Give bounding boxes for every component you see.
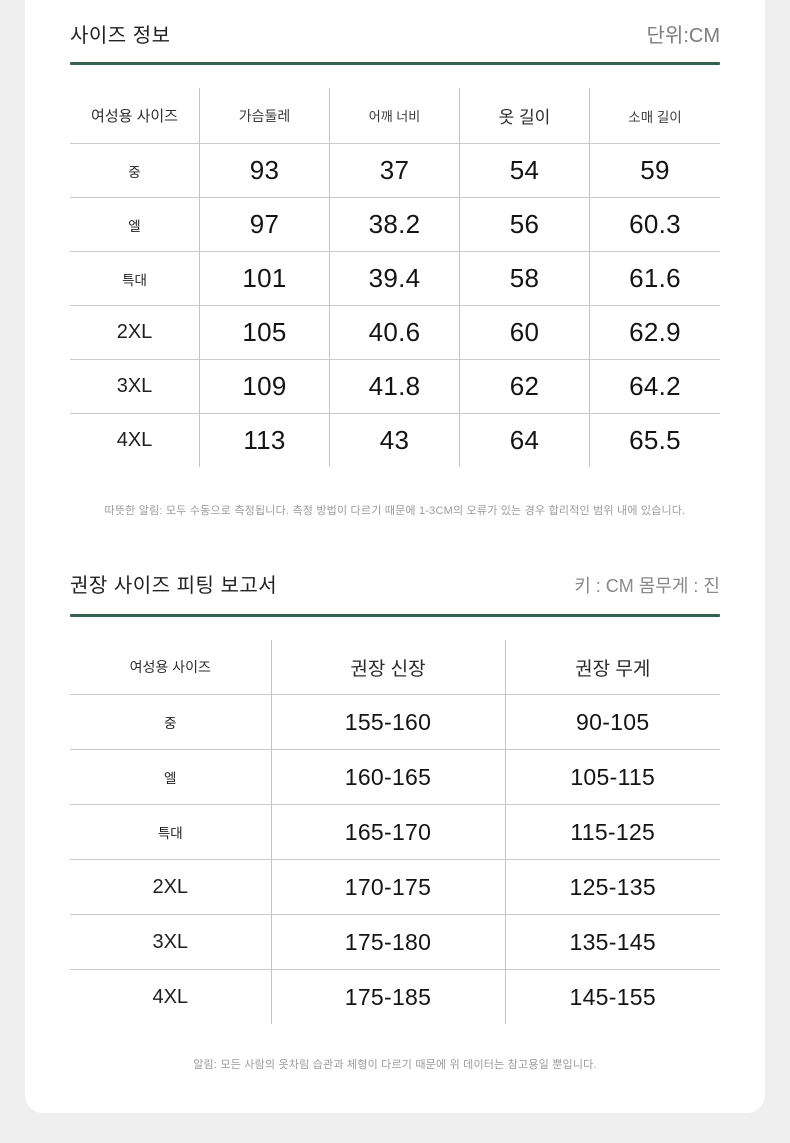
col-header-height: 권장 신장 bbox=[272, 640, 506, 694]
chest-value: 113 bbox=[200, 414, 330, 467]
weight-range: 105-115 bbox=[570, 763, 656, 790]
size-label: 중 bbox=[70, 695, 272, 749]
sleeve-value: 60.3 bbox=[629, 209, 681, 239]
weight-range: 115-125 bbox=[570, 818, 656, 845]
green-divider bbox=[70, 614, 720, 617]
table-row: 3XL 109 41.8 62 64.2 bbox=[70, 360, 720, 414]
chest-value: 105 bbox=[200, 306, 330, 359]
size-info-header: 사이즈 정보 단위:CM bbox=[70, 20, 720, 48]
size-label: 특대 bbox=[70, 252, 200, 305]
table-row: 4XL 175-185 145-155 bbox=[70, 970, 720, 1024]
shoulder-value: 41.8 bbox=[330, 360, 460, 413]
table-row: 중 93 37 54 59 bbox=[70, 144, 720, 198]
sleeve-value: 59 bbox=[640, 155, 670, 185]
col-header-size: 여성용 사이즈 bbox=[70, 88, 200, 143]
size-label: 중 bbox=[70, 144, 200, 197]
shoulder-value: 43 bbox=[330, 414, 460, 467]
chest-value: 97 bbox=[200, 198, 330, 251]
height-range: 160-165 bbox=[272, 750, 506, 804]
length-value: 54 bbox=[460, 144, 590, 197]
green-divider bbox=[70, 62, 720, 65]
table-row: 엘 160-165 105-115 bbox=[70, 750, 720, 805]
col-header-weight: 권장 무게 bbox=[575, 658, 651, 680]
chest-value: 93 bbox=[200, 144, 330, 197]
weight-range: 90-105 bbox=[576, 708, 650, 735]
table-row: 엘 97 38.2 56 60.3 bbox=[70, 198, 720, 252]
shoulder-value: 40.6 bbox=[330, 306, 460, 359]
fitting-table: 여성용 사이즈 권장 신장 권장 무게 중 155-160 90-105 엘 1… bbox=[70, 640, 720, 1024]
height-range: 170-175 bbox=[272, 860, 506, 914]
shoulder-value: 38.2 bbox=[330, 198, 460, 251]
col-header-length: 옷 길이 bbox=[460, 88, 590, 143]
size-label: 3XL bbox=[70, 915, 272, 969]
table-row: 특대 101 39.4 58 61.6 bbox=[70, 252, 720, 306]
height-range: 155-160 bbox=[272, 695, 506, 749]
height-range: 165-170 bbox=[272, 805, 506, 859]
table-row: 특대 165-170 115-125 bbox=[70, 805, 720, 860]
height-range: 175-180 bbox=[272, 915, 506, 969]
size-info-title: 사이즈 정보 bbox=[70, 25, 171, 47]
weight-range: 125-135 bbox=[569, 873, 656, 900]
table-row: 3XL 175-180 135-145 bbox=[70, 915, 720, 970]
size-label: 엘 bbox=[70, 198, 200, 251]
length-value: 60 bbox=[460, 306, 590, 359]
size-label: 특대 bbox=[70, 805, 272, 859]
table-row: 중 155-160 90-105 bbox=[70, 695, 720, 750]
reference-note: 알림: 모든 사람의 옷차림 습관과 체형이 다르기 때문에 위 데이터는 참고… bbox=[193, 1059, 597, 1071]
length-value: 62 bbox=[460, 360, 590, 413]
size-label: 4XL bbox=[70, 970, 272, 1024]
chest-value: 109 bbox=[200, 360, 330, 413]
size-table-header-row: 여성용 사이즈 가슴둘레 어깨 너비 옷 길이 소매 길이 bbox=[70, 88, 720, 144]
fitting-header: 권장 사이즈 피팅 보고서 키 : CM 몸무게 : 진 bbox=[70, 568, 720, 598]
size-label: 엘 bbox=[70, 750, 272, 804]
height-range: 175-185 bbox=[272, 970, 506, 1024]
size-label: 3XL bbox=[70, 360, 200, 413]
length-value: 58 bbox=[460, 252, 590, 305]
length-value: 64 bbox=[460, 414, 590, 467]
measurement-note: 따뜻한 알림: 모두 수동으로 측정됩니다. 측정 방법이 다르기 때문에 1-… bbox=[104, 505, 686, 517]
table-row: 4XL 113 43 64 65.5 bbox=[70, 414, 720, 467]
col-header-shoulder: 어깨 너비 bbox=[330, 88, 460, 143]
size-chart-card: 사이즈 정보 단위:CM 여성용 사이즈 가슴둘레 어깨 너비 옷 길이 소매 … bbox=[25, 0, 765, 1113]
col-header-sleeve: 소매 길이 bbox=[628, 109, 682, 125]
table-row: 2XL 170-175 125-135 bbox=[70, 860, 720, 915]
size-label: 2XL bbox=[70, 860, 272, 914]
unit-label: 단위:CM bbox=[646, 25, 720, 47]
shoulder-value: 37 bbox=[330, 144, 460, 197]
fitting-table-header-row: 여성용 사이즈 권장 신장 권장 무게 bbox=[70, 640, 720, 695]
sleeve-value: 62.9 bbox=[629, 317, 681, 347]
weight-range: 145-155 bbox=[569, 983, 656, 1010]
weight-range: 135-145 bbox=[569, 928, 656, 955]
size-label: 2XL bbox=[70, 306, 200, 359]
chest-value: 101 bbox=[200, 252, 330, 305]
fitting-unit-label: 키 : CM 몸무게 : 진 bbox=[574, 576, 720, 596]
sleeve-value: 65.5 bbox=[629, 425, 681, 455]
size-label: 4XL bbox=[70, 414, 200, 467]
sleeve-value: 64.2 bbox=[629, 371, 681, 401]
size-table: 여성용 사이즈 가슴둘레 어깨 너비 옷 길이 소매 길이 중 93 37 54… bbox=[70, 88, 720, 467]
col-header-size: 여성용 사이즈 bbox=[70, 640, 272, 694]
col-header-chest: 가슴둘레 bbox=[200, 88, 330, 143]
sleeve-value: 61.6 bbox=[629, 263, 681, 293]
length-value: 56 bbox=[460, 198, 590, 251]
shoulder-value: 39.4 bbox=[330, 252, 460, 305]
table-row: 2XL 105 40.6 60 62.9 bbox=[70, 306, 720, 360]
fitting-title: 권장 사이즈 피팅 보고서 bbox=[70, 575, 278, 597]
